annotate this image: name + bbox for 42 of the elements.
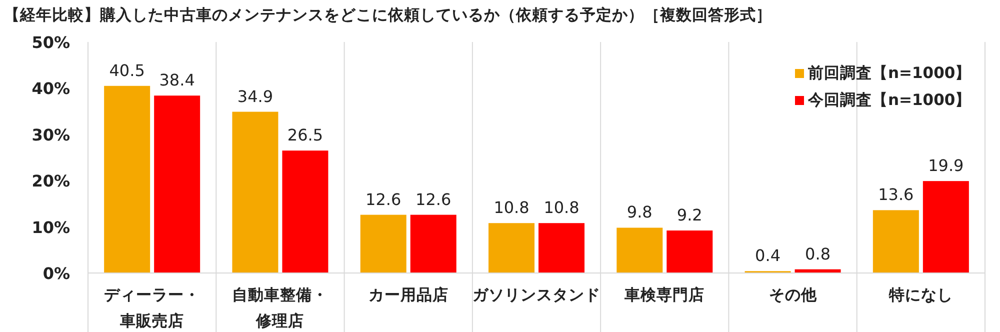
legend-label: 今回調査【n=1000】: [807, 91, 972, 109]
x-tick-label: 車検専門店: [624, 285, 706, 306]
bar: [232, 112, 278, 273]
data-label: 12.6: [366, 190, 402, 209]
y-tick-label: 30%: [32, 125, 70, 144]
data-label: 12.6: [416, 190, 452, 209]
bar: [154, 96, 200, 273]
bar: [922, 181, 969, 273]
data-label: 40.5: [109, 60, 145, 80]
y-tick-label: 50%: [32, 33, 70, 52]
data-label: 9.2: [676, 205, 702, 224]
bar: [282, 150, 328, 273]
bar: [488, 223, 534, 273]
data-label: 13.6: [878, 185, 914, 204]
data-label: 10.8: [544, 198, 580, 218]
data-label: 38.4: [159, 70, 195, 90]
bar: [616, 228, 663, 273]
x-tick-label: 特になし: [888, 285, 954, 306]
x-tick-label: その他: [768, 285, 818, 306]
x-tick-label: ガソリンスタンド: [472, 285, 601, 306]
data-label: 26.5: [287, 126, 324, 145]
x-tick-label: 自動車整備・修理店: [231, 285, 330, 332]
legend-label: 前回調査【n=1000】: [807, 64, 972, 82]
y-tick-label: 40%: [32, 79, 70, 98]
data-label: 19.9: [928, 156, 964, 176]
data-label: 9.8: [626, 202, 652, 222]
bar: [872, 210, 919, 273]
data-label: 0.4: [755, 246, 781, 266]
y-tick-label: 20%: [32, 172, 70, 191]
bar: [410, 214, 456, 273]
bar: [666, 230, 713, 273]
bar: [104, 86, 150, 273]
data-label: 34.9: [237, 86, 274, 106]
bar: [538, 223, 584, 273]
bar: [360, 214, 406, 273]
data-label: 10.8: [494, 198, 530, 218]
chart-title: 【経年比較】購入した中古車のメンテナンスをどこに依頼しているか（依頼する予定か）［複数回答形式］: [4, 6, 772, 24]
y-tick-label: 0%: [42, 264, 70, 283]
data-label: 0.8: [805, 244, 831, 264]
x-tick-label: カー用品店: [367, 285, 450, 306]
y-tick-label: 10%: [32, 218, 70, 237]
x-tick-label: ディーラー・車販売店: [103, 285, 202, 332]
